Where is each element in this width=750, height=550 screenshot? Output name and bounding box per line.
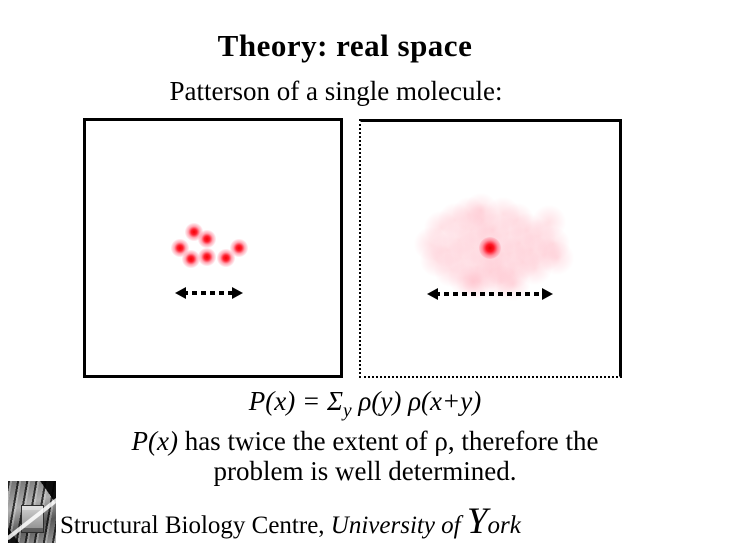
arrow-right-head-icon — [542, 288, 553, 300]
cloud-blob — [430, 233, 464, 267]
slide-subtitle: Patterson of a single molecule: — [169, 76, 503, 106]
footer-york-initial: Y — [466, 501, 488, 542]
arrow-right-head-icon — [232, 287, 243, 299]
patterson-extent-arrow — [427, 288, 553, 300]
arrow-left-head-icon — [427, 288, 438, 300]
formula-caption-text: has twice the extent of ρ, therefore the — [177, 426, 599, 457]
cloud-blob — [518, 251, 552, 285]
cloud-blob — [424, 211, 458, 245]
arrow-dotted-shaft — [183, 291, 235, 295]
footer-university-of: University of — [330, 512, 467, 539]
structural-biology-centre-logo — [8, 481, 56, 543]
molecule-atom-dots — [86, 121, 340, 375]
formula-sigma-subscript: y — [343, 400, 352, 422]
cloud-blob — [500, 203, 534, 237]
atom-dot — [230, 239, 248, 257]
patterson-formula: P(x) = Σy ρ(y) ρ(x+y) P(x) has twice the… — [0, 386, 730, 486]
formula-caption-line2: problem is well determined. — [213, 456, 517, 487]
formula-caption-p-of-x: P(x) — [131, 426, 178, 457]
footer-york-rest: ork — [487, 512, 521, 539]
cloud-blob — [532, 205, 566, 239]
cloud-blob — [448, 261, 482, 295]
formula-equation: P(x) = Σy ρ(y) ρ(x+y) — [0, 386, 730, 426]
cloud-blob — [438, 203, 472, 237]
formula-lhs: P(x) = Σ — [248, 386, 344, 416]
cloud-blob — [414, 227, 448, 261]
arrow-dotted-shaft — [435, 292, 545, 296]
slide-title: Theory: real space — [217, 28, 473, 63]
cloud-blob — [514, 233, 548, 267]
cloud-blob — [486, 197, 520, 231]
cloud-blob — [452, 197, 486, 231]
cloud-blob — [464, 193, 498, 227]
atom-dot — [198, 230, 216, 248]
atom-dot — [182, 250, 200, 268]
molecule-panel — [83, 118, 343, 378]
atom-dot — [217, 249, 235, 267]
patterson-cloud — [361, 122, 619, 376]
footer-org-name: Structural Biology Centre, — [60, 512, 331, 539]
cloud-blob — [466, 203, 500, 237]
cloud-blob — [510, 213, 544, 247]
cloud-blob — [506, 245, 540, 279]
cloud-blob — [420, 243, 454, 277]
cloud-blob — [522, 219, 556, 253]
atom-dot — [198, 248, 216, 266]
arrow-left-head-icon — [175, 287, 186, 299]
cloud-blob — [502, 227, 536, 261]
cloud-blob — [540, 241, 574, 275]
cloud-blob — [434, 253, 468, 287]
patterson-panel — [359, 119, 622, 378]
cloud-blob — [442, 223, 476, 257]
cloud-blob — [528, 237, 562, 271]
formula-rhs: ρ(y) ρ(x+y) — [351, 386, 482, 416]
formula-caption-line1: P(x) has twice the extent of ρ, therefor… — [0, 426, 730, 456]
cloud-blob — [444, 241, 478, 275]
cloud-blob — [496, 255, 530, 289]
molecule-extent-arrow — [175, 287, 243, 299]
footer-credit: Structural Biology Centre, University of… — [60, 503, 580, 540]
cloud-blob — [474, 255, 508, 289]
cloud-blob — [536, 227, 570, 261]
patterson-origin-peak — [479, 237, 501, 259]
